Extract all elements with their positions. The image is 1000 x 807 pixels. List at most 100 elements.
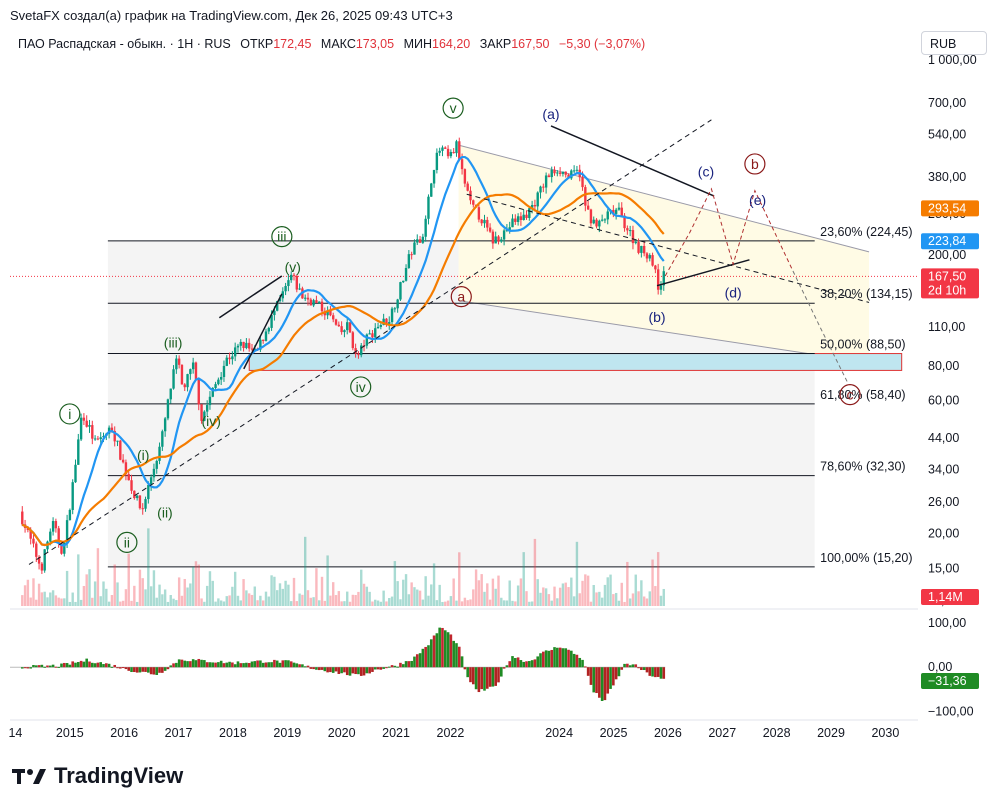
volume-bar	[592, 584, 595, 606]
oscillator-bar	[121, 667, 125, 669]
oscillator-bar	[368, 667, 371, 674]
oscillator-bar	[191, 659, 195, 668]
volume-bar	[491, 578, 495, 606]
oscillator-bar	[502, 667, 506, 669]
oscillator-bar	[130, 667, 133, 673]
oscillator-bar	[656, 667, 660, 677]
oscillator-badge-bg	[921, 673, 979, 690]
volume-bar	[250, 594, 254, 606]
volume-bar	[550, 600, 553, 606]
candle-body	[329, 310, 332, 316]
candle-body	[49, 531, 52, 542]
volume-bar	[205, 585, 209, 606]
volume-bar	[278, 583, 282, 606]
volume-bar	[413, 587, 416, 606]
candle-body	[427, 196, 430, 219]
oscillator-bar	[62, 662, 66, 668]
volume-bar	[477, 580, 481, 606]
candle-body	[586, 205, 590, 210]
candle-body	[278, 298, 282, 302]
oscillator-bar	[544, 650, 548, 668]
volume-bar	[172, 598, 175, 606]
volume-bar	[525, 591, 528, 606]
oscillator-bar	[623, 663, 626, 668]
candle-body	[239, 341, 242, 346]
oscillator-bar	[614, 667, 618, 680]
high-label: МАКС	[320, 37, 356, 51]
volume-bar	[390, 596, 394, 606]
candle-body	[570, 170, 573, 179]
volume-bar	[275, 590, 279, 606]
oscillator-bar	[135, 667, 139, 673]
oscillator-bar	[443, 630, 447, 668]
currency-selector[interactable]: RUB	[921, 31, 987, 55]
wave-label: (a)	[542, 106, 559, 122]
time-axis-tick: 2029	[817, 726, 845, 740]
volume-bar	[343, 601, 346, 606]
candle-body	[519, 216, 523, 220]
volume-bar	[144, 589, 147, 606]
oscillator-bar	[407, 661, 411, 668]
volume-bar	[603, 584, 607, 606]
candle-body	[264, 331, 268, 341]
volume-bar	[514, 601, 517, 606]
oscillator-bar	[401, 664, 405, 668]
oscillator-bar	[208, 662, 212, 668]
candle-body	[119, 440, 122, 460]
oscillator-bar	[281, 660, 285, 668]
oscillator-bar	[553, 647, 556, 668]
volume-bar	[511, 600, 514, 606]
oscillator-bar	[387, 666, 391, 668]
oscillator-bar	[634, 664, 638, 668]
volume-bar	[424, 576, 427, 606]
candle-body	[488, 227, 492, 232]
volume-bar	[631, 593, 635, 606]
symbol-name[interactable]: ПАО Распадская - обыкн. · 1H · RUS	[18, 37, 231, 51]
volume-bar	[242, 579, 245, 606]
wave-label: v	[450, 100, 457, 116]
candle-body	[315, 300, 318, 303]
candle-body	[564, 171, 567, 175]
candle-body	[525, 214, 528, 218]
volume-bar	[368, 591, 371, 606]
oscillator-bar	[480, 667, 483, 690]
volume-badge: 1,14M	[928, 590, 963, 604]
oscillator-bar	[637, 667, 640, 669]
candle-body	[418, 239, 422, 243]
volume-bar	[586, 575, 590, 606]
candle-body	[337, 324, 341, 327]
volume-bar	[29, 597, 32, 606]
volume-bar	[570, 577, 573, 606]
candle-body	[662, 271, 665, 286]
volume-bar	[105, 588, 108, 606]
candle-body	[177, 358, 181, 365]
volume-bar	[556, 598, 559, 606]
volume-bar	[564, 582, 567, 606]
volume-bar	[119, 601, 122, 606]
candle-body	[651, 255, 654, 266]
candle-body	[502, 230, 506, 240]
candle-body	[124, 462, 128, 475]
candle-body	[51, 521, 55, 532]
oscillator-bar	[189, 661, 192, 668]
volume-bar	[438, 584, 441, 606]
volume-bar	[253, 586, 256, 606]
low-label: МИН	[403, 37, 432, 51]
oscillator-bar	[452, 640, 455, 668]
candle-body	[306, 297, 310, 300]
wave-label: (v)	[285, 259, 301, 275]
volume-bar	[469, 599, 472, 606]
candle-body	[37, 556, 41, 564]
fib-level-label: 100,00% (15,20)	[820, 551, 912, 565]
oscillator-bar	[505, 665, 509, 668]
candle-body	[284, 285, 287, 292]
volume-bar	[589, 601, 593, 606]
oscillator-bar	[485, 667, 489, 689]
channel-upper-line	[458, 144, 870, 253]
volume-bar	[320, 576, 324, 606]
oscillator-bar	[631, 664, 635, 668]
oscillator-bar	[474, 667, 478, 690]
volume-bar	[180, 595, 184, 606]
oscillator-bar	[343, 667, 346, 673]
